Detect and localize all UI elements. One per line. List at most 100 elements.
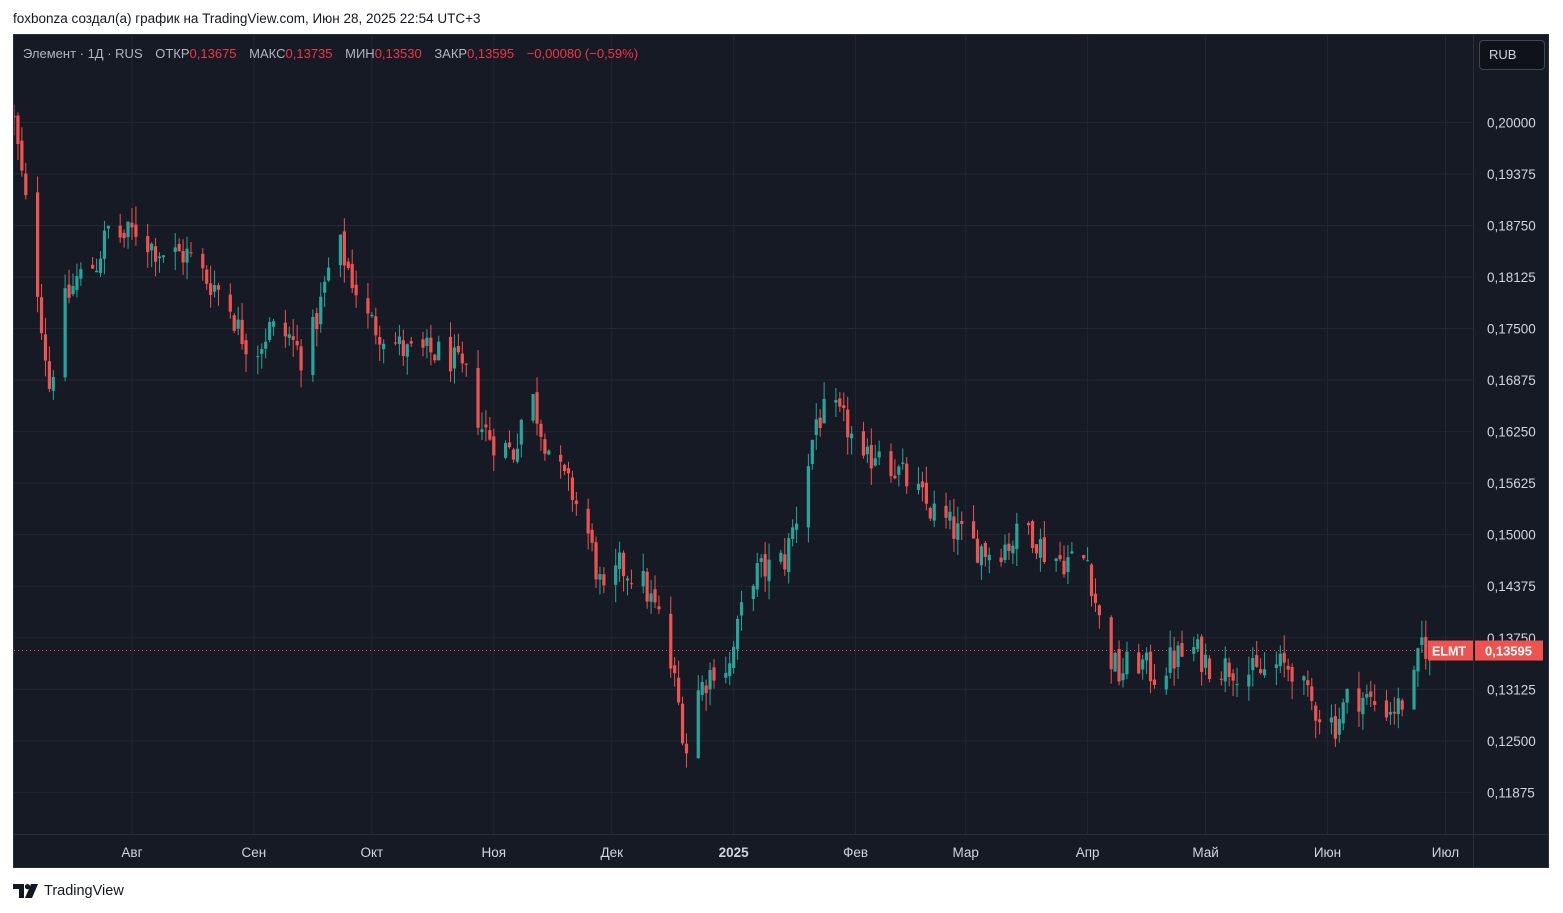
candle-body — [1086, 560, 1090, 562]
candle — [850, 425, 854, 455]
candle-body — [260, 349, 264, 354]
candle-body — [1345, 688, 1349, 703]
candle — [1310, 678, 1314, 711]
candle — [1180, 630, 1184, 658]
candle-body — [1247, 674, 1251, 687]
candle-body — [629, 583, 634, 585]
candle — [1231, 669, 1235, 697]
candle-body — [374, 316, 378, 336]
candle-body — [708, 670, 712, 690]
candle-body — [1144, 652, 1149, 661]
candle — [618, 541, 622, 582]
candle — [1109, 615, 1113, 684]
candle — [480, 412, 484, 441]
candle — [1192, 636, 1196, 662]
candle-body — [861, 431, 866, 456]
candle — [287, 326, 291, 346]
candle — [350, 249, 354, 294]
candle — [209, 265, 213, 308]
candle-body — [944, 505, 948, 518]
candle-body — [1203, 654, 1208, 668]
candle-body — [539, 423, 543, 437]
candle — [1345, 688, 1349, 714]
candle-body — [794, 523, 799, 530]
y-tick-label: 0,18750 — [1487, 218, 1536, 233]
candle-body — [1168, 647, 1172, 673]
candle-body — [409, 341, 413, 344]
candle-body — [1172, 650, 1176, 669]
candle-body — [838, 398, 842, 407]
candle-body — [842, 405, 846, 409]
y-tick-label: 0,16250 — [1487, 425, 1536, 440]
candle — [948, 500, 952, 530]
candle — [952, 498, 956, 552]
candle — [153, 238, 158, 277]
candle-body — [311, 316, 315, 376]
candle-body — [350, 263, 354, 289]
low-value: 0,13530 — [374, 46, 422, 61]
candle-body — [1109, 617, 1113, 670]
candle — [916, 467, 921, 495]
candle-body — [161, 255, 166, 258]
candle-body — [299, 346, 303, 371]
candle-body — [971, 521, 976, 539]
candle — [559, 445, 563, 479]
candle — [24, 163, 28, 200]
candle-body — [126, 221, 130, 238]
candle — [1203, 643, 1208, 676]
candle — [1290, 663, 1294, 700]
candle-body — [1089, 564, 1094, 597]
candle-body — [1038, 539, 1043, 558]
candle-body — [319, 296, 323, 325]
candle — [51, 370, 55, 400]
candle — [629, 569, 634, 589]
candle-body — [712, 667, 716, 681]
candle-body — [932, 503, 936, 521]
candle-body — [515, 448, 519, 462]
candle-body — [928, 507, 932, 519]
candle — [323, 276, 327, 307]
candle — [901, 448, 905, 470]
candle-body — [1003, 544, 1007, 561]
candle — [503, 440, 508, 460]
candle-body — [1341, 702, 1345, 724]
candle — [488, 416, 492, 441]
candle — [739, 590, 744, 631]
candle — [1259, 658, 1263, 675]
candle — [1066, 545, 1070, 584]
candle — [751, 583, 755, 612]
candle — [327, 257, 331, 283]
candle-body — [952, 516, 956, 539]
currency-button[interactable]: RUB — [1479, 40, 1545, 70]
candle-body — [700, 681, 704, 695]
candle-body — [71, 286, 75, 295]
open-value: 0,13675 — [189, 46, 237, 61]
x-tick-label: Сен — [242, 845, 267, 860]
candle — [539, 419, 543, 451]
candle — [1148, 644, 1153, 694]
candle-body — [452, 347, 457, 369]
candle — [1034, 544, 1039, 560]
candle-body — [1227, 662, 1231, 678]
candle — [150, 242, 154, 268]
candle — [1097, 604, 1102, 629]
candle — [1306, 670, 1310, 697]
candle — [173, 233, 177, 271]
candle — [393, 332, 398, 346]
candle — [621, 550, 626, 592]
candle-body — [614, 565, 618, 585]
candle — [374, 307, 378, 345]
candle — [712, 659, 716, 689]
candle — [205, 265, 209, 290]
candle — [700, 675, 704, 702]
candle — [216, 282, 221, 306]
y-tick-label: 0,19375 — [1487, 167, 1536, 182]
candle — [971, 505, 976, 539]
footer-logo[interactable]: TradingView — [13, 882, 124, 900]
chart-panel[interactable]: 0,20000 0,19375 0,18750 0,18125 0,17500 0,168… — [13, 34, 1549, 868]
candle-body — [1416, 648, 1420, 672]
candle-body — [810, 439, 814, 464]
candle — [806, 453, 810, 543]
candle-body — [401, 340, 405, 356]
candlestick-chart[interactable]: 0,20000 0,19375 0,18750 0,18125 0,17500 0,168… — [14, 35, 1548, 867]
